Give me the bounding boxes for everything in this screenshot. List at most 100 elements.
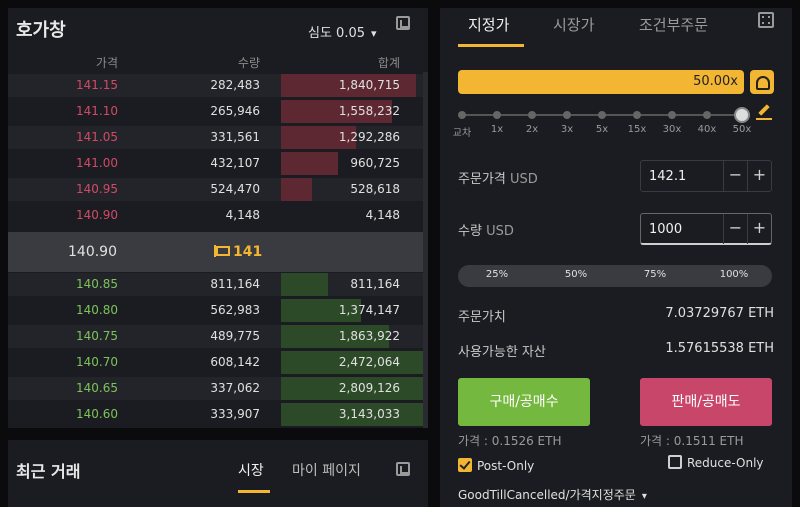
calculator-icon[interactable] [758, 12, 774, 28]
mid-price-row[interactable]: 140.90 141 [8, 232, 423, 272]
alarm-icon[interactable] [750, 70, 774, 94]
pencil-icon[interactable] [756, 104, 772, 120]
percent-25-button[interactable]: 25% [485, 269, 509, 280]
slider-tick[interactable] [493, 111, 501, 119]
slider-tick-label: 5x [595, 124, 609, 135]
slider-tick[interactable] [703, 111, 711, 119]
reduce-only-checkbox[interactable] [668, 455, 682, 469]
tab-my-page[interactable]: 마이 페이지 [292, 463, 361, 479]
bid-total: 2,472,064 [338, 355, 400, 369]
slider-tick-label: 40x [697, 124, 717, 135]
mid-price: 140.90 [68, 244, 117, 260]
ask-price: 141.15 [76, 78, 118, 92]
bid-price: 140.65 [76, 381, 118, 395]
bid-qty: 333,907 [210, 407, 260, 421]
sell-short-button[interactable]: 판매/공매도 [640, 378, 772, 426]
mark-price-value: 141 [233, 244, 263, 260]
price-increment-button[interactable]: + [747, 161, 771, 191]
quantity-decrement-button[interactable]: − [723, 214, 747, 244]
price-unit: USD [509, 172, 538, 187]
recent-trades-panel: 최근 거래 시장 마이 페이지 [8, 440, 428, 507]
price-input[interactable] [641, 161, 723, 191]
bid-price: 140.70 [76, 355, 118, 369]
header-qty: 수량 [237, 56, 260, 70]
ask-total: 1,292,286 [338, 130, 400, 144]
post-only-checkbox[interactable] [458, 458, 472, 472]
mark-price: 141 [214, 244, 262, 260]
slider-tick-label: 1x [490, 124, 504, 135]
chevron-down-icon: ▾ [641, 491, 647, 502]
tab-market-order[interactable]: 시장가 [553, 16, 595, 34]
order-value-label: 주문가치 [458, 310, 506, 325]
bid-depth-bar [281, 299, 361, 322]
expand-icon[interactable] [396, 462, 410, 476]
scrollbar[interactable] [423, 72, 428, 428]
ask-qty: 265,946 [210, 104, 260, 118]
leverage-bar[interactable]: 50.00x [458, 70, 744, 94]
depth-label: 심도 0.05 [308, 26, 365, 41]
bid-row[interactable]: 140.80 562,983 1,374,147 [8, 299, 423, 322]
bid-row[interactable]: 140.65 337,062 2,809,126 [8, 377, 423, 400]
quantity-input[interactable] [641, 214, 723, 244]
percent-selector: 25% 50% 75% 100% [458, 265, 772, 287]
quantity-label-text: 수량 [458, 224, 482, 239]
slider-tick-label: 3x [560, 124, 574, 135]
bid-qty: 608,142 [210, 355, 260, 369]
slider-tick[interactable] [598, 111, 606, 119]
ask-row[interactable]: 140.95 524,470 528,618 [8, 178, 423, 201]
ask-row[interactable]: 140.90 4,148 4,148 [8, 204, 423, 227]
ask-depth-bar [281, 178, 312, 201]
bid-row[interactable]: 140.75 489,775 1,863,922 [8, 325, 423, 348]
slider-tick[interactable] [458, 111, 466, 119]
bid-qty: 811,164 [210, 277, 260, 291]
slider-tick[interactable] [668, 111, 676, 119]
bid-total: 1,863,922 [338, 329, 400, 343]
ask-total: 1,558,232 [338, 104, 400, 118]
orderbook-title: 호가창 [16, 20, 66, 41]
ask-row[interactable]: 141.05 331,561 1,292,286 [8, 126, 423, 149]
ask-price: 140.95 [76, 182, 118, 196]
bid-depth-bar [281, 351, 423, 374]
time-in-force-label: GoodTillCancelled/가격지정주문 [458, 488, 636, 502]
bid-price: 140.80 [76, 303, 118, 317]
tab-limit[interactable]: 지정가 [468, 16, 510, 34]
tab-conditional[interactable]: 조건부주문 [639, 16, 709, 34]
bid-row[interactable]: 140.70 608,142 2,472,064 [8, 351, 423, 374]
bid-qty: 489,775 [210, 329, 260, 343]
bid-price: 140.75 [76, 329, 118, 343]
quantity-increment-button[interactable]: + [747, 214, 771, 244]
ask-depth-bar [281, 100, 392, 123]
bid-row[interactable]: 140.85 811,164 811,164 [8, 273, 423, 296]
slider-tick[interactable] [528, 111, 536, 119]
bid-row[interactable]: 140.60 333,907 3,143,033 [8, 403, 423, 426]
buy-long-button[interactable]: 구매/공매수 [458, 378, 590, 426]
slider-tick[interactable] [563, 111, 571, 119]
slider-tick[interactable] [633, 111, 641, 119]
expand-icon[interactable] [396, 16, 410, 30]
buy-cost-estimate: 가격 : 0.1526 ETH [458, 434, 562, 448]
ask-price: 141.10 [76, 104, 118, 118]
time-in-force-dropdown[interactable]: GoodTillCancelled/가격지정주문 ▾ [458, 486, 647, 503]
leverage-slider-handle[interactable] [734, 107, 750, 123]
quantity-label: 수량 USD [458, 220, 514, 239]
ask-row[interactable]: 141.00 432,107 960,725 [8, 152, 423, 175]
slider-tick-label: 30x [662, 124, 682, 135]
ask-total: 960,725 [350, 156, 400, 170]
ask-qty: 331,561 [210, 130, 260, 144]
bid-depth-bar [281, 273, 328, 296]
flag-icon [214, 245, 230, 257]
quantity-field: − + [640, 213, 772, 245]
percent-50-button[interactable]: 50% [564, 269, 588, 280]
ask-row[interactable]: 141.15 282,483 1,840,715 [8, 74, 423, 97]
percent-100-button[interactable]: 100% [719, 269, 749, 280]
tab-market[interactable]: 시장 [238, 463, 264, 479]
ask-qty: 524,470 [210, 182, 260, 196]
percent-75-button[interactable]: 75% [643, 269, 667, 280]
depth-selector[interactable]: 심도 0.05 ▾ [308, 22, 377, 41]
bid-price: 140.60 [76, 407, 118, 421]
header-price: 가격 [95, 56, 118, 70]
ask-price: 141.00 [76, 156, 118, 170]
ask-row[interactable]: 141.10 265,946 1,558,232 [8, 100, 423, 123]
available-balance-label: 사용가능한 자산 [458, 345, 546, 360]
price-decrement-button[interactable]: − [723, 161, 747, 191]
